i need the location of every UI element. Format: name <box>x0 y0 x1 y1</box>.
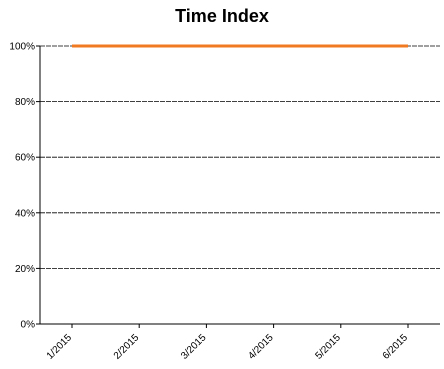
x-tick-label: 2/2015 <box>112 332 142 362</box>
y-tick-label: 40% <box>15 208 35 219</box>
x-tick-label: 6/2015 <box>381 332 411 362</box>
x-tick-label: 4/2015 <box>246 332 276 362</box>
y-tick-label: 0% <box>21 320 36 331</box>
y-tick-label: 60% <box>15 153 35 164</box>
x-tick-label: 5/2015 <box>314 332 344 362</box>
y-tick-label: 20% <box>15 264 35 275</box>
y-tick-label: 100% <box>9 42 35 53</box>
x-tick-label: 1/2015 <box>45 332 75 362</box>
chart-title: Time Index <box>175 6 269 26</box>
y-tick-label: 80% <box>15 97 35 108</box>
x-tick-label: 3/2015 <box>179 332 209 362</box>
